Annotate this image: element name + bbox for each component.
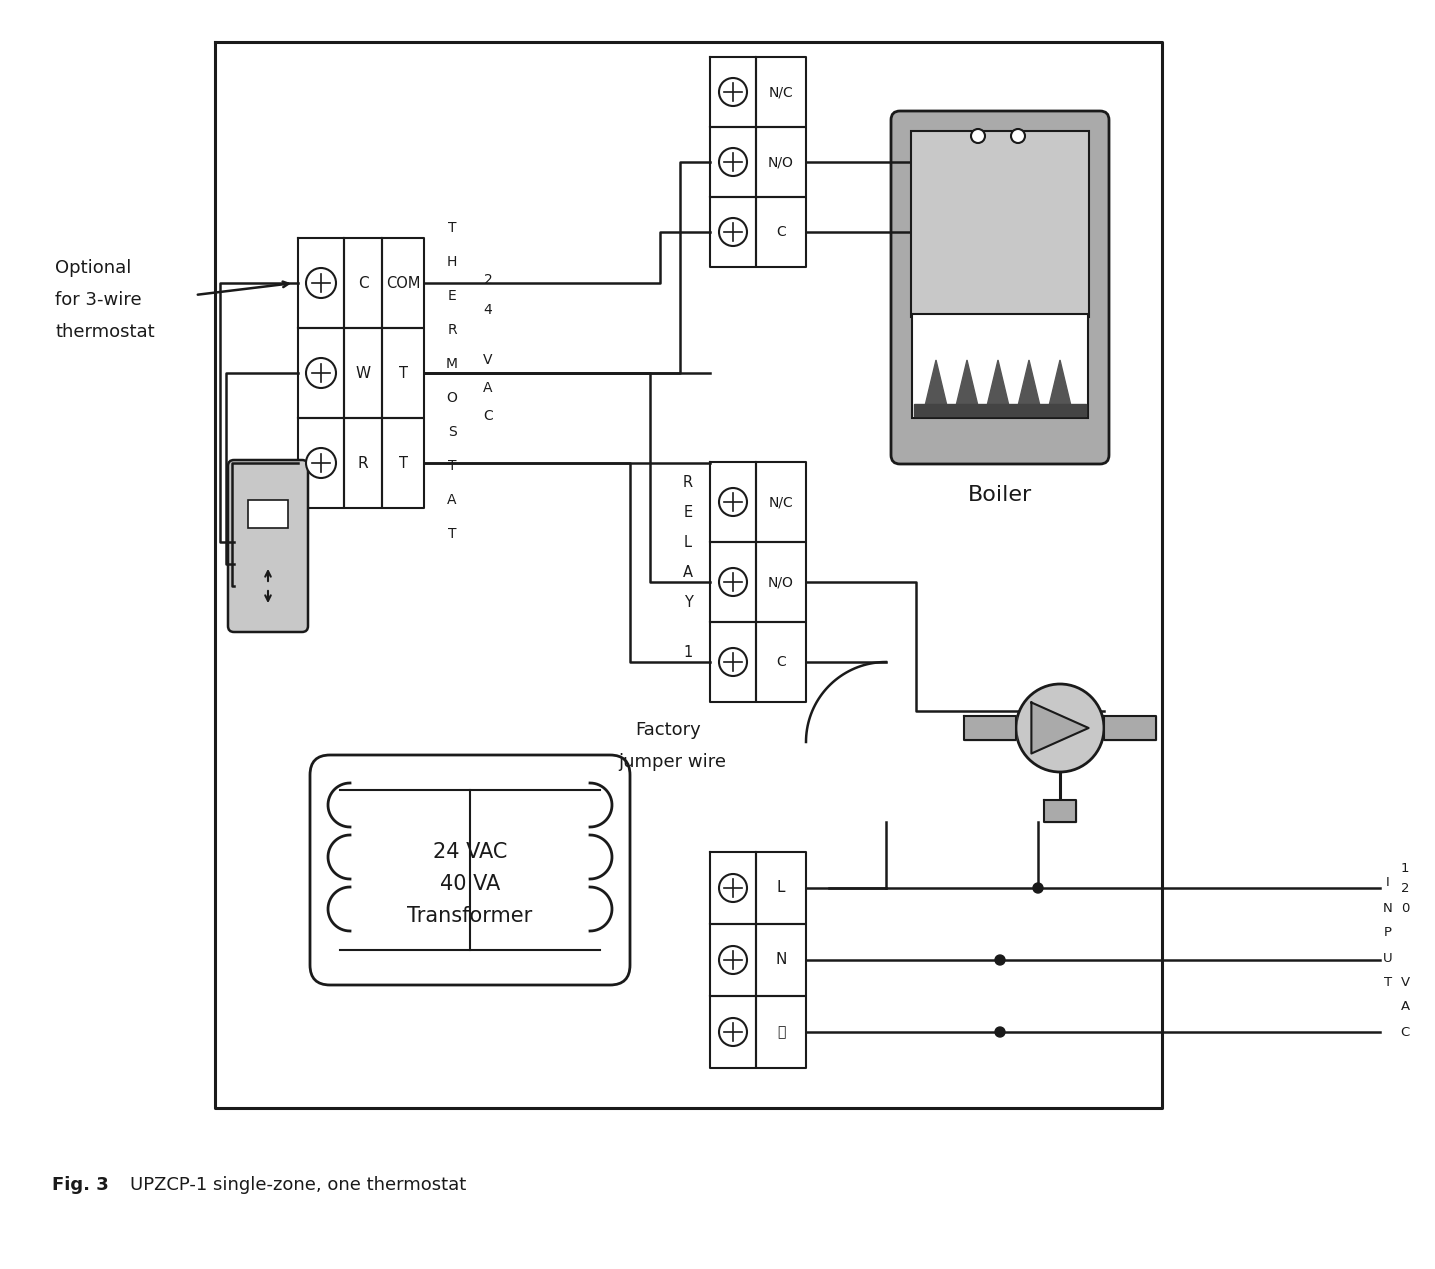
FancyBboxPatch shape — [913, 313, 1088, 418]
Text: T: T — [1383, 977, 1392, 990]
Text: R: R — [683, 475, 693, 490]
Circle shape — [719, 489, 748, 516]
Text: T: T — [448, 221, 456, 235]
Text: R: R — [357, 456, 369, 471]
Text: T: T — [448, 459, 456, 473]
Text: for 3-wire: for 3-wire — [55, 291, 142, 308]
Text: thermostat: thermostat — [55, 324, 155, 341]
Text: C: C — [357, 275, 369, 291]
Text: I: I — [1386, 877, 1391, 890]
Bar — [964, 716, 1016, 740]
Circle shape — [1012, 129, 1025, 143]
Circle shape — [719, 874, 748, 902]
Text: N/C: N/C — [769, 85, 794, 99]
Text: V: V — [1401, 976, 1409, 989]
Polygon shape — [1049, 360, 1071, 406]
Text: 1: 1 — [683, 645, 693, 660]
Text: ⏚: ⏚ — [776, 1025, 785, 1039]
Text: C: C — [1401, 1025, 1409, 1038]
Circle shape — [971, 129, 984, 143]
Circle shape — [994, 956, 1004, 964]
FancyBboxPatch shape — [891, 110, 1109, 464]
Text: 1: 1 — [1401, 862, 1409, 874]
Bar — [248, 500, 288, 528]
Bar — [1045, 799, 1076, 822]
Text: N: N — [1383, 901, 1393, 915]
Text: C: C — [776, 225, 786, 239]
Text: T: T — [448, 527, 456, 541]
Text: W: W — [356, 365, 370, 381]
Text: N/O: N/O — [768, 155, 794, 169]
Circle shape — [719, 218, 748, 246]
Text: R: R — [448, 324, 456, 338]
Circle shape — [719, 945, 748, 975]
Circle shape — [306, 268, 336, 298]
Circle shape — [306, 358, 336, 388]
Text: U: U — [1383, 952, 1393, 964]
Circle shape — [719, 148, 748, 176]
Polygon shape — [987, 360, 1009, 406]
Text: 2: 2 — [484, 273, 492, 287]
Text: N/O: N/O — [768, 575, 794, 589]
Text: L: L — [776, 881, 785, 896]
Text: T: T — [399, 365, 408, 381]
Text: Y: Y — [683, 594, 693, 609]
Text: A: A — [484, 381, 492, 395]
Text: H: H — [446, 255, 458, 269]
Text: COM: COM — [386, 275, 420, 291]
Circle shape — [306, 448, 336, 478]
Text: E: E — [448, 289, 456, 303]
Text: V: V — [484, 353, 492, 367]
Text: C: C — [484, 409, 492, 423]
Text: 0: 0 — [1401, 901, 1409, 915]
Circle shape — [719, 1018, 748, 1046]
Circle shape — [719, 648, 748, 676]
Circle shape — [1016, 684, 1104, 772]
Text: 24 VAC: 24 VAC — [433, 843, 507, 862]
Circle shape — [719, 569, 748, 596]
Text: Factory: Factory — [636, 721, 700, 739]
FancyBboxPatch shape — [228, 459, 309, 632]
Circle shape — [994, 1027, 1004, 1037]
FancyBboxPatch shape — [911, 131, 1089, 317]
Text: Fig. 3: Fig. 3 — [52, 1176, 109, 1194]
Text: N: N — [775, 953, 786, 967]
Text: 40 VA: 40 VA — [441, 874, 501, 893]
Text: Boiler: Boiler — [967, 485, 1032, 505]
Circle shape — [1033, 883, 1043, 893]
Text: A: A — [683, 565, 693, 580]
Polygon shape — [1032, 703, 1089, 754]
Text: 2: 2 — [1401, 882, 1409, 895]
Text: L: L — [684, 534, 692, 549]
Text: T: T — [399, 456, 408, 471]
Polygon shape — [1017, 360, 1040, 406]
Text: Transformer: Transformer — [408, 906, 532, 926]
Text: C: C — [776, 655, 786, 669]
Bar — [1104, 716, 1157, 740]
Text: A: A — [1401, 1000, 1409, 1014]
Text: jumper wire: jumper wire — [618, 753, 726, 772]
Text: UPZCP-1 single-zone, one thermostat: UPZCP-1 single-zone, one thermostat — [131, 1176, 466, 1194]
Text: 4: 4 — [484, 303, 492, 317]
Text: A: A — [448, 492, 456, 508]
Circle shape — [719, 77, 748, 107]
Text: Optional: Optional — [55, 259, 132, 277]
Text: M: M — [446, 357, 458, 371]
Text: S: S — [448, 425, 456, 439]
Polygon shape — [956, 360, 979, 406]
Polygon shape — [926, 360, 947, 406]
Text: P: P — [1383, 926, 1392, 939]
Text: E: E — [683, 505, 693, 519]
Bar — [914, 404, 1086, 416]
FancyBboxPatch shape — [310, 755, 630, 985]
Text: N/C: N/C — [769, 495, 794, 509]
Text: O: O — [446, 391, 458, 405]
